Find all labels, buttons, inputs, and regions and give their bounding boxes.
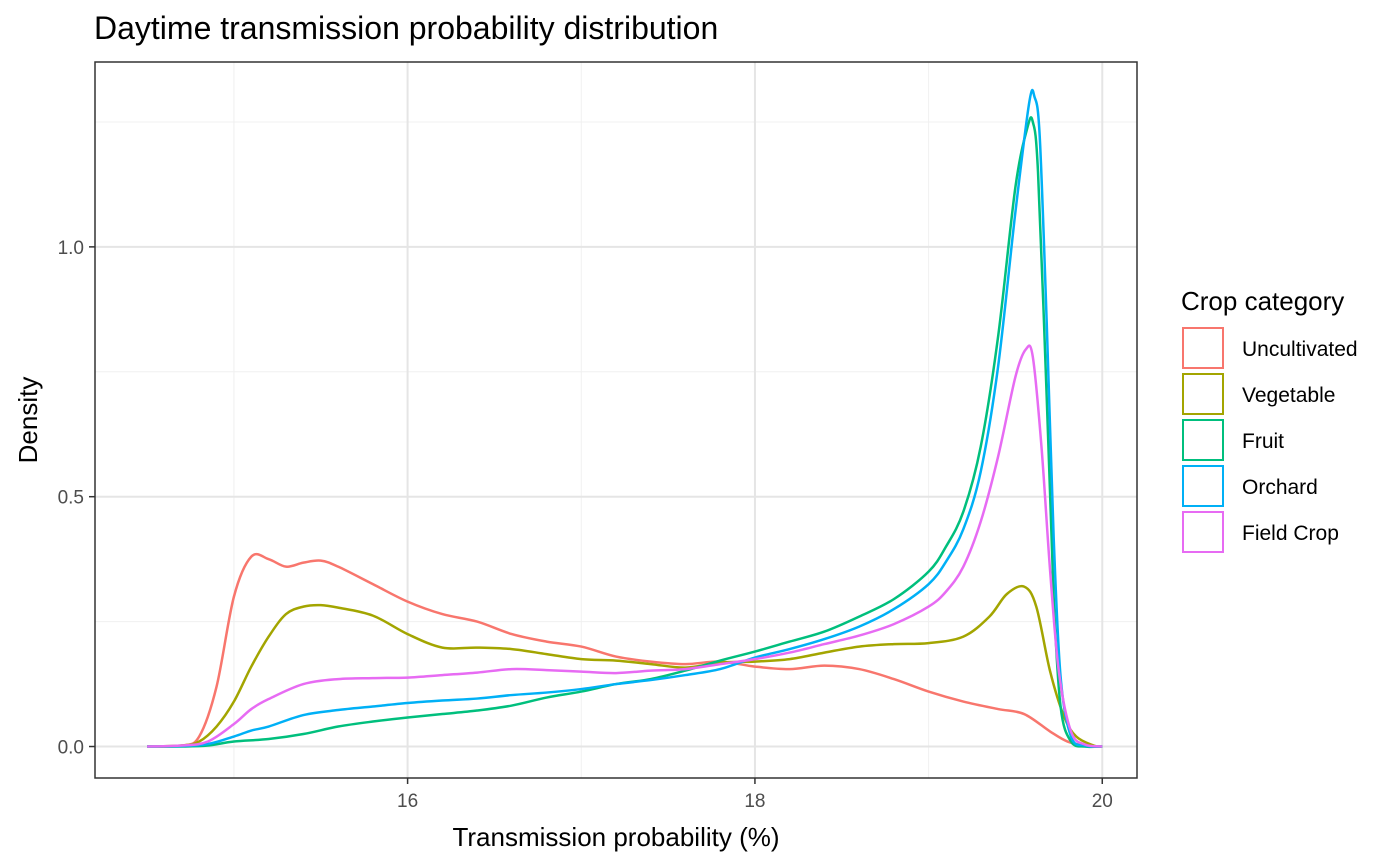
legend-label-uncultivated: Uncultivated (1242, 338, 1358, 361)
y-axis-title: Density (13, 377, 43, 464)
minor-gridlines (95, 62, 1137, 778)
panel-background (95, 62, 1137, 778)
legend-key-vegetable (1182, 373, 1224, 415)
legend-label-vegetable: Vegetable (1242, 384, 1335, 407)
legend-label-fruit: Fruit (1242, 430, 1284, 453)
legend-key-fruit (1182, 419, 1224, 461)
y-tick-label: 0.5 (58, 488, 84, 509)
x-tick-label: 18 (744, 791, 765, 812)
legend-title: Crop category (1181, 286, 1344, 316)
x-axis: 16 18 20 (397, 778, 1113, 812)
series-line-uncultivated (147, 552, 1103, 748)
legend-key-orchard (1182, 465, 1224, 507)
chart-title: Daytime transmission probability distrib… (94, 10, 718, 46)
panel-border (94, 61, 1138, 779)
y-tick-label: 1.0 (58, 238, 84, 259)
series-line-orchard (147, 88, 1103, 748)
legend: Crop category Uncultivated Vegetable Fruit… (1181, 286, 1358, 553)
x-tick-label: 16 (397, 791, 418, 812)
series-line-vegetable (147, 584, 1103, 748)
major-gridlines (95, 62, 1137, 778)
legend-key-uncultivated (1182, 327, 1224, 369)
legend-label-orchard: Orchard (1242, 476, 1318, 499)
plot-panel (94, 61, 1138, 779)
y-tick-label: 0.0 (58, 738, 84, 759)
series-line-fruit (147, 116, 1103, 749)
legend-items: Uncultivated Vegetable Fruit Orchard Field C… (1182, 327, 1358, 553)
y-axis: 0.0 0.5 1.0 (58, 238, 95, 759)
legend-label-field-crop: Field Crop (1242, 522, 1339, 545)
series-line-field-crop (147, 344, 1103, 748)
density-curves (147, 88, 1103, 749)
x-tick-label: 20 (1092, 791, 1113, 812)
legend-key-field-crop (1182, 511, 1224, 553)
x-axis-title: Transmission probability (%) (452, 822, 779, 852)
